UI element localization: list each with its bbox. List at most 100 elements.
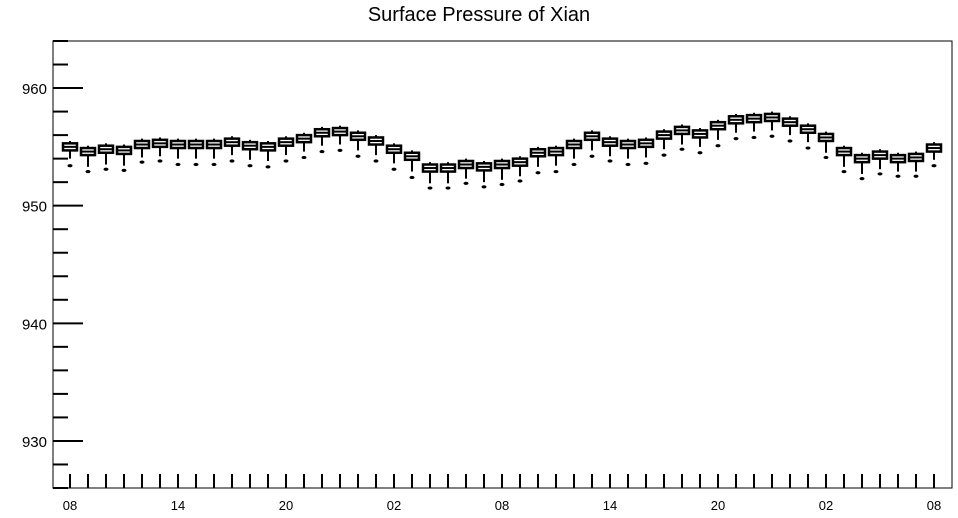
box — [151, 137, 169, 163]
box-outlier — [229, 159, 235, 163]
box — [223, 136, 241, 163]
x-axis: 08 14 20 02 08 14 20 02 08 — [63, 474, 941, 513]
box-outlier — [535, 171, 541, 175]
box — [925, 142, 943, 168]
y-axis: 930 940 950 960 — [22, 40, 83, 489]
box-outlier — [157, 159, 163, 163]
box-outlier — [553, 169, 559, 174]
box-outlier — [211, 162, 217, 167]
box — [493, 158, 511, 187]
box — [313, 126, 331, 154]
x-tick-label: 08 — [495, 498, 509, 513]
box — [601, 136, 619, 163]
box — [817, 131, 835, 160]
box-outlier — [283, 159, 289, 163]
box — [133, 138, 151, 164]
box-outlier — [409, 175, 415, 180]
box-outlier — [823, 155, 829, 160]
box-outlier — [715, 144, 721, 148]
box-outlier — [607, 159, 613, 163]
box — [781, 116, 799, 143]
x-tick-label: 14 — [171, 498, 185, 513]
box-outlier — [373, 159, 379, 163]
box — [457, 158, 475, 185]
box — [763, 111, 781, 138]
box-outlier — [265, 165, 271, 169]
box — [205, 138, 223, 167]
box-outlier — [805, 146, 811, 150]
box-outlier — [445, 186, 451, 190]
box-outlier — [931, 164, 937, 168]
box-outlier — [427, 186, 433, 190]
box-outlier — [913, 174, 919, 178]
plot-frame — [52, 40, 953, 489]
box-outlier — [769, 134, 775, 138]
box-outlier — [355, 154, 361, 158]
box — [187, 138, 205, 167]
box — [61, 140, 79, 168]
box-outlier — [139, 160, 145, 164]
box-outlier — [787, 139, 793, 143]
box — [115, 144, 133, 172]
box — [385, 143, 403, 171]
box-outlier — [121, 168, 127, 172]
box — [799, 123, 817, 150]
box — [367, 135, 385, 163]
box — [655, 129, 673, 157]
box — [853, 152, 871, 181]
box — [907, 151, 925, 178]
box — [835, 145, 853, 174]
y-tick-label: 950 — [22, 199, 47, 216]
box-outlier — [733, 137, 739, 141]
box-outlier — [679, 147, 685, 151]
box — [403, 150, 421, 180]
x-tick-label: 20 — [279, 498, 293, 513]
box-outlier — [319, 149, 325, 154]
box-outlier — [463, 181, 469, 185]
box-outlier — [697, 151, 703, 155]
box — [547, 145, 565, 174]
x-tick-label: 02 — [819, 498, 833, 513]
box-outlier — [751, 135, 757, 140]
box-outlier — [247, 164, 253, 168]
box-outlier — [859, 177, 865, 181]
box — [439, 162, 457, 190]
box — [727, 113, 745, 141]
box — [475, 160, 493, 189]
box-outlier — [877, 172, 883, 176]
box-outlier — [175, 162, 181, 167]
box — [529, 146, 547, 175]
box-outlier — [589, 154, 595, 158]
box — [295, 132, 313, 160]
x-tick-label: 08 — [927, 498, 941, 513]
box-outlier — [661, 153, 667, 157]
y-tick-label: 960 — [22, 81, 47, 98]
box-outlier — [517, 179, 523, 183]
box — [709, 119, 727, 148]
box-outlier — [895, 174, 901, 178]
box-outlier — [337, 148, 343, 152]
box — [259, 140, 277, 169]
box — [349, 130, 367, 158]
box-outlier — [571, 162, 577, 167]
box-outlier — [481, 185, 487, 189]
box — [673, 124, 691, 151]
box — [565, 138, 583, 167]
box-outlier — [67, 164, 73, 168]
box-outlier — [841, 169, 847, 174]
box — [421, 162, 439, 190]
x-tick-label: 02 — [387, 498, 401, 513]
box-outlier — [499, 182, 505, 187]
y-tick-label: 930 — [22, 434, 47, 451]
box — [619, 138, 637, 167]
box — [691, 128, 709, 155]
box — [169, 138, 187, 167]
box — [745, 112, 763, 140]
box-outlier — [193, 162, 199, 167]
box-outlier — [391, 167, 397, 171]
box — [583, 130, 601, 158]
y-tick-label: 940 — [22, 316, 47, 333]
box — [511, 156, 529, 183]
